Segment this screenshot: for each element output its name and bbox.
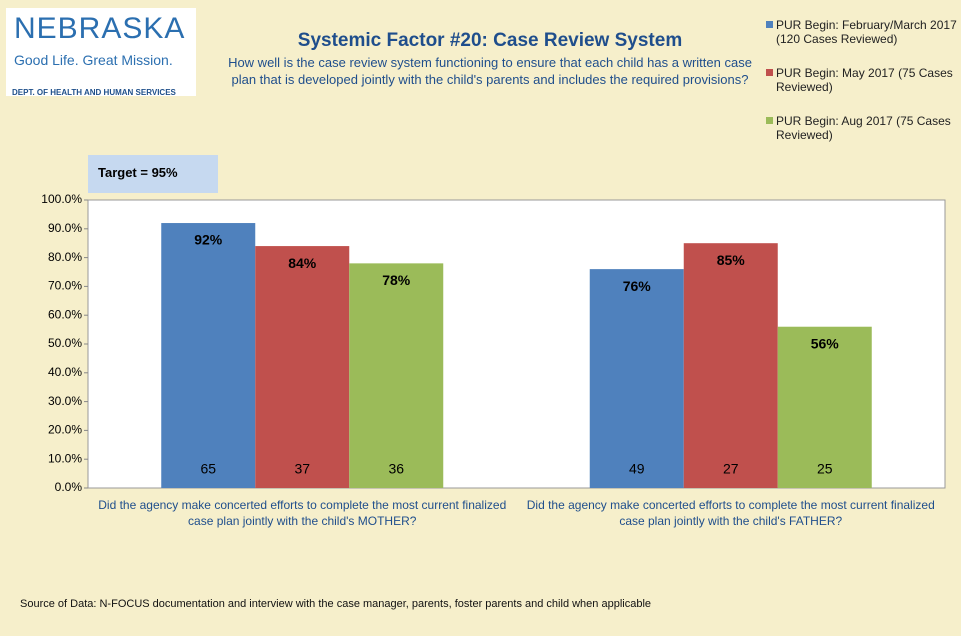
y-tick-label: 20.0% — [48, 423, 82, 437]
x-tick-label: Did the agency make concerted efforts to… — [98, 498, 507, 528]
logo-box: NEBRASKA Good Life. Great Mission. DEPT.… — [6, 8, 196, 97]
case-count: 36 — [388, 461, 404, 477]
legend-entry: PUR Begin: Aug 2017 (75 Cases Reviewed) — [766, 114, 958, 142]
y-tick-label: 40.0% — [48, 365, 82, 379]
legend-entry: PUR Begin: May 2017 (75 Cases Reviewed) — [766, 66, 958, 94]
y-tick-label: 50.0% — [48, 336, 82, 350]
chart-title: Systemic Factor #20: Case Review System — [297, 30, 683, 51]
legend-swatch — [766, 21, 773, 28]
chart-subtitle: How well is the case review system funct… — [228, 55, 752, 87]
value-label: 84% — [288, 255, 317, 271]
logo-name: NEBRASKA — [14, 12, 186, 45]
legend-swatch — [766, 117, 773, 124]
logo-tagline: Good Life. Great Mission. — [14, 52, 173, 68]
y-tick-label: 80.0% — [48, 250, 82, 264]
legend-swatch — [766, 69, 773, 76]
legend-label: PUR Begin: Aug 2017 (75 Cases Reviewed) — [776, 114, 951, 142]
y-tick-label: 60.0% — [48, 307, 82, 321]
value-label: 85% — [717, 252, 746, 268]
case-count: 65 — [200, 461, 216, 477]
case-count: 49 — [629, 461, 645, 477]
logo-department: DEPT. OF HEALTH AND HUMAN SERVICES — [12, 88, 176, 97]
case-count: 27 — [723, 461, 739, 477]
bar — [777, 326, 872, 488]
x-tick-label: Did the agency make concerted efforts to… — [526, 498, 935, 528]
bar — [683, 243, 778, 488]
y-tick-label: 90.0% — [48, 221, 82, 235]
case-count: 37 — [294, 461, 310, 477]
legend-entry: PUR Begin: February/March 2017 (120 Case… — [766, 18, 958, 46]
y-tick-label: 100.0% — [41, 192, 82, 206]
bar — [589, 269, 684, 488]
legend-label: PUR Begin: February/March 2017 (120 Case… — [776, 18, 957, 46]
bar — [161, 223, 256, 489]
legend-label: PUR Begin: May 2017 (75 Cases Reviewed) — [776, 66, 953, 94]
y-tick-label: 70.0% — [48, 279, 82, 293]
value-label: 92% — [194, 232, 223, 248]
y-tick-label: 30.0% — [48, 394, 82, 408]
y-tick-label: 10.0% — [48, 451, 82, 465]
value-label: 78% — [382, 272, 411, 288]
bar — [255, 246, 350, 488]
value-label: 56% — [811, 335, 840, 351]
target-annotation: Target = 95% — [88, 155, 218, 193]
source-note: Source of Data: N-FOCUS documentation an… — [20, 598, 652, 610]
value-label: 76% — [623, 278, 652, 294]
y-tick-label: 0.0% — [55, 480, 83, 494]
case-count: 25 — [817, 461, 833, 477]
bar — [349, 263, 444, 488]
